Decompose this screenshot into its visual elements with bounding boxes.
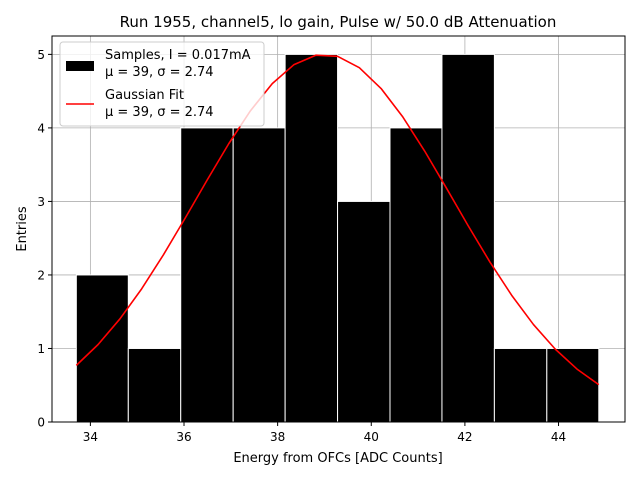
y-tick-label-3: 3 [37,195,45,209]
histogram-bar-3 [232,127,286,423]
plot-frame [51,35,626,423]
legend-stats-fit: μ = 39, σ = 2.74 [105,105,214,120]
y-axis-title: Entries [15,206,30,252]
histogram-bar-0 [75,274,129,423]
legend-swatch-samples [66,61,94,71]
histogram-bar-4 [284,53,339,423]
x-axis-title: Energy from OFCs [ADC Counts] [233,451,442,466]
gaussian-fit-line [75,54,600,386]
x-tick-label-0: 34 [83,430,98,444]
histogram-bar-8 [493,347,548,423]
legend: Samples, I = 0.017mA μ = 39, σ = 2.74 Ga… [59,41,265,127]
histogram-bar-2 [180,127,234,423]
x-tick-label-2: 38 [270,430,285,444]
x-tick-label-4: 42 [457,430,472,444]
y-tick-label-1: 1 [37,342,45,356]
y-axis-ticks: 0 1 2 3 4 5 [37,48,52,430]
legend-box [59,41,265,127]
legend-label-fit: Gaussian Fit [105,88,184,103]
histogram-bar-7 [441,53,495,423]
x-tick-label-5: 44 [551,430,566,444]
y-tick-label-2: 2 [37,268,45,282]
y-tick-label-0: 0 [37,416,45,430]
gaussian-fit-line-group [75,54,600,386]
y-tick-label-5: 5 [37,48,45,62]
histogram-bar-9 [546,347,600,423]
legend-label-samples: Samples, I = 0.017mA [105,48,251,63]
histogram-bars [75,53,600,423]
chart-title: Run 1955, channel5, lo gain, Pulse w/ 50… [120,13,557,31]
x-tick-label-3: 40 [364,430,379,444]
histogram-bar-6 [389,127,443,423]
histogram-bar-1 [127,347,182,423]
x-axis-ticks: 34 36 38 40 42 44 [83,422,566,444]
y-tick-label-4: 4 [37,121,45,135]
legend-stats-samples: μ = 39, σ = 2.74 [105,65,214,80]
histogram-bar-5 [337,200,391,423]
x-tick-label-1: 36 [176,430,191,444]
